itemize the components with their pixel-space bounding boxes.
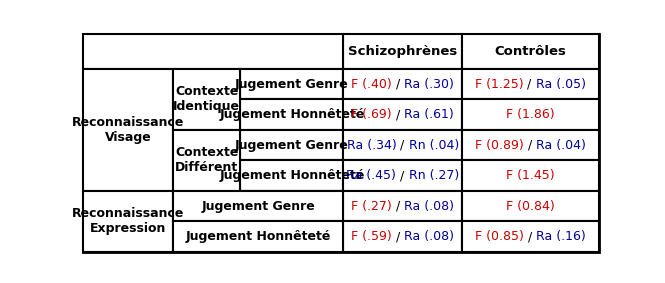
Bar — [343, 34, 462, 69]
Bar — [240, 69, 343, 99]
Bar — [462, 99, 598, 130]
Text: Rn (.04): Rn (.04) — [408, 139, 459, 152]
Text: F (.59): F (.59) — [351, 230, 392, 243]
Text: Ra (.05): Ra (.05) — [535, 78, 586, 91]
Bar — [462, 191, 598, 221]
Text: Reconnaissance
Visage: Reconnaissance Visage — [72, 116, 184, 144]
Text: Ra (.30): Ra (.30) — [404, 78, 454, 91]
Bar — [83, 69, 174, 191]
Text: Jugement Honnêteté: Jugement Honnêteté — [186, 230, 331, 243]
Text: Jugement Genre: Jugement Genre — [235, 78, 348, 91]
Text: Ra (.34): Ra (.34) — [346, 139, 396, 152]
Text: F (.69): F (.69) — [351, 108, 392, 121]
Text: Jugement Genre: Jugement Genre — [235, 139, 348, 152]
Text: /: / — [392, 200, 404, 213]
Text: /: / — [396, 169, 408, 182]
Text: /: / — [523, 230, 536, 243]
Text: F (1.45): F (1.45) — [506, 169, 555, 182]
Bar — [462, 130, 598, 160]
Bar — [462, 221, 598, 252]
Text: F (.40): F (.40) — [351, 78, 392, 91]
Bar — [174, 69, 240, 130]
Text: Ra (.61): Ra (.61) — [404, 108, 454, 121]
Text: /: / — [392, 108, 404, 121]
Text: Schizophrènes: Schizophrènes — [348, 45, 458, 58]
Bar — [83, 34, 343, 69]
Bar — [174, 191, 343, 221]
Text: Jugement Honnêteté: Jugement Honnêteté — [219, 108, 364, 121]
Bar — [462, 34, 598, 69]
Text: /: / — [396, 139, 408, 152]
Text: /: / — [392, 230, 404, 243]
Bar — [174, 130, 240, 191]
Text: F (1.25): F (1.25) — [475, 78, 523, 91]
Bar — [343, 191, 462, 221]
Bar — [343, 160, 462, 191]
Bar — [343, 130, 462, 160]
Text: Jugement Honnêteté: Jugement Honnêteté — [219, 169, 364, 182]
Bar — [83, 191, 174, 252]
Text: Ra (.16): Ra (.16) — [536, 230, 586, 243]
Text: Ra (.04): Ra (.04) — [536, 139, 586, 152]
Bar — [343, 221, 462, 252]
Bar — [240, 221, 343, 252]
Text: /: / — [523, 78, 535, 91]
Text: Reconnaissance
Expression: Reconnaissance Expression — [72, 207, 184, 235]
Text: Ra (.45): Ra (.45) — [346, 169, 396, 182]
Bar — [174, 221, 343, 252]
Text: F (0.89): F (0.89) — [475, 139, 523, 152]
Bar — [240, 160, 343, 191]
Bar — [343, 69, 462, 99]
Text: Rn (.27): Rn (.27) — [408, 169, 459, 182]
Bar — [343, 99, 462, 130]
Bar — [462, 69, 598, 99]
Text: /: / — [523, 139, 536, 152]
Text: Ra (.08): Ra (.08) — [404, 230, 454, 243]
Bar — [240, 191, 343, 221]
Text: Contexte
Différent: Contexte Différent — [175, 146, 239, 174]
Text: F (1.86): F (1.86) — [506, 108, 555, 121]
Text: Jugement Genre: Jugement Genre — [201, 200, 315, 213]
Text: F (.27): F (.27) — [351, 200, 392, 213]
Text: Ra (.08): Ra (.08) — [404, 200, 454, 213]
Text: /: / — [392, 78, 404, 91]
Bar — [240, 99, 343, 130]
Text: F (0.84): F (0.84) — [506, 200, 555, 213]
Text: Contexte
Identique: Contexte Identique — [174, 85, 240, 113]
Bar — [462, 160, 598, 191]
Text: Contrôles: Contrôles — [494, 45, 566, 58]
Bar — [240, 130, 343, 160]
Text: F (0.85): F (0.85) — [475, 230, 523, 243]
